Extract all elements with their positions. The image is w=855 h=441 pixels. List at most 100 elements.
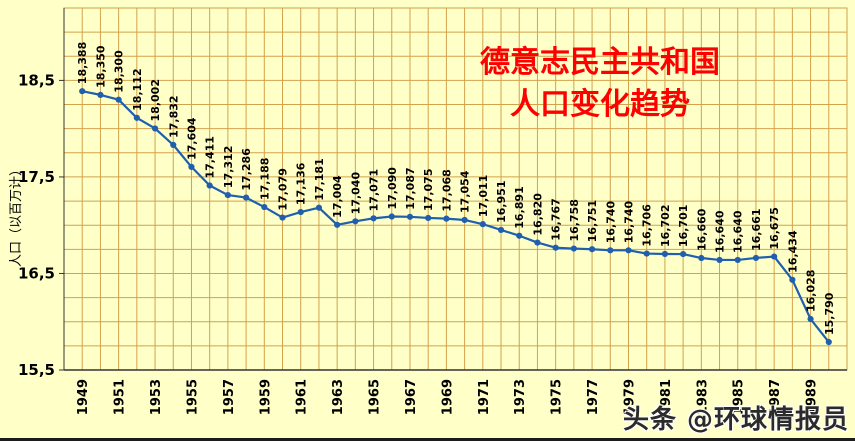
x-tick-label: 1969 [440,379,455,415]
data-point-marker [698,254,705,262]
point-label: 17,040 [349,172,362,215]
x-tick-label: 1965 [368,379,383,415]
data-point-marker [352,218,359,225]
x-tick-label: 1953 [149,379,164,415]
point-label: 16,661 [750,208,763,250]
point-label: 16,820 [531,193,544,236]
x-tick-label: 1979 [622,379,637,415]
x-tick-label: 1957 [222,379,237,415]
x-tick-label: 1975 [550,379,565,415]
data-point-marker [334,221,341,228]
point-label: 16,758 [568,199,581,241]
point-label: 16,675 [768,207,781,249]
data-point-marker [97,91,104,98]
data-point-marker [534,239,541,246]
data-point-marker [315,204,323,211]
data-point-marker [297,208,304,216]
point-label: 16,434 [786,230,799,273]
point-label: 16,751 [586,200,599,242]
point-label: 18,300 [113,50,126,93]
point-label: 17,411 [204,136,217,178]
x-tick-label: 1971 [477,379,492,415]
point-label: 18,112 [131,68,144,110]
data-point-marker [607,247,614,254]
point-label: 18,350 [94,45,107,88]
data-point-markers [79,88,832,346]
point-label: 16,706 [641,204,654,247]
x-tick-label: 1985 [732,379,747,415]
point-label: 17,068 [440,169,453,211]
data-point-marker [406,213,414,220]
point-label: 18,388 [76,42,89,84]
point-label: 18,002 [149,79,162,121]
point-label: 17,136 [295,162,308,205]
data-point-labels: 18,388 18,350 18,300 18,112 18,002 17,832 17,6… [76,42,836,335]
y-tick-label: 15,5 [18,361,55,379]
x-tick-label: 1989 [805,379,820,415]
data-point-marker [188,163,195,170]
data-point-marker [443,215,450,222]
point-label: 17,604 [185,117,198,160]
point-label: 16,891 [513,186,526,228]
point-label: 17,832 [167,95,180,137]
y-tick-label: 16,5 [18,264,55,282]
data-point-marker [461,216,468,224]
data-point-marker [752,254,760,262]
point-label: 17,071 [368,169,381,211]
point-label: 17,090 [386,167,399,210]
point-label: 16,701 [677,205,690,247]
point-label: 17,011 [477,175,490,217]
data-point-marker [734,256,741,264]
data-point-marker [370,215,377,222]
point-label: 16,640 [714,210,727,253]
data-point-marker [643,250,650,257]
point-label: 17,054 [459,170,472,213]
data-point-marker [680,250,687,258]
y-axis-tick-labels: 18,5 17,5 16,5 15,5 [18,71,64,379]
data-point-marker [115,96,122,103]
data-point-marker [151,125,159,132]
data-point-marker [789,276,796,283]
point-label: 16,640 [732,210,745,253]
x-tick-label: 1949 [76,379,91,415]
point-label: 17,312 [222,146,235,188]
data-point-marker [242,194,250,201]
x-tick-label: 1955 [185,379,200,415]
point-label: 16,951 [495,180,508,222]
x-tick-label: 1963 [331,379,346,415]
x-tick-label: 1983 [695,379,710,415]
data-point-marker [771,253,778,260]
data-point-marker [206,182,213,189]
data-point-marker [79,88,86,95]
data-point-marker [570,245,577,252]
data-point-marker [588,246,596,253]
x-axis-tick-labels: 1949 1951 1953 1955 1957 1959 1961 1963 1965 1967… [76,379,819,415]
point-label: 17,188 [258,158,271,200]
point-label: 17,087 [404,167,417,209]
point-label: 16,660 [695,208,708,251]
chart-title-line1: 德意志民主共和国 [480,45,720,80]
y-tick-label: 18,5 [18,71,55,89]
data-point-marker [170,141,177,148]
x-tick-label: 1977 [586,379,601,415]
data-point-marker [279,214,286,221]
data-point-marker [479,221,486,228]
data-point-marker [516,232,523,239]
point-label: 16,702 [659,205,672,247]
watermark-text: 头条 @环球情报员 [622,405,849,435]
point-label: 17,075 [422,169,435,211]
data-point-marker [388,213,395,220]
point-label: 16,740 [604,201,617,244]
data-point-marker [625,247,632,254]
data-point-marker [425,214,432,222]
point-label: 16,028 [805,270,818,312]
point-label: 17,181 [313,158,326,200]
x-tick-label: 1967 [404,379,419,415]
chart-title-line2: 人口变化趋势 [510,87,690,122]
x-tick-label: 1959 [258,379,273,415]
x-tick-label: 1987 [768,379,783,415]
y-axis-title: 人口（以百万计） [9,163,24,267]
